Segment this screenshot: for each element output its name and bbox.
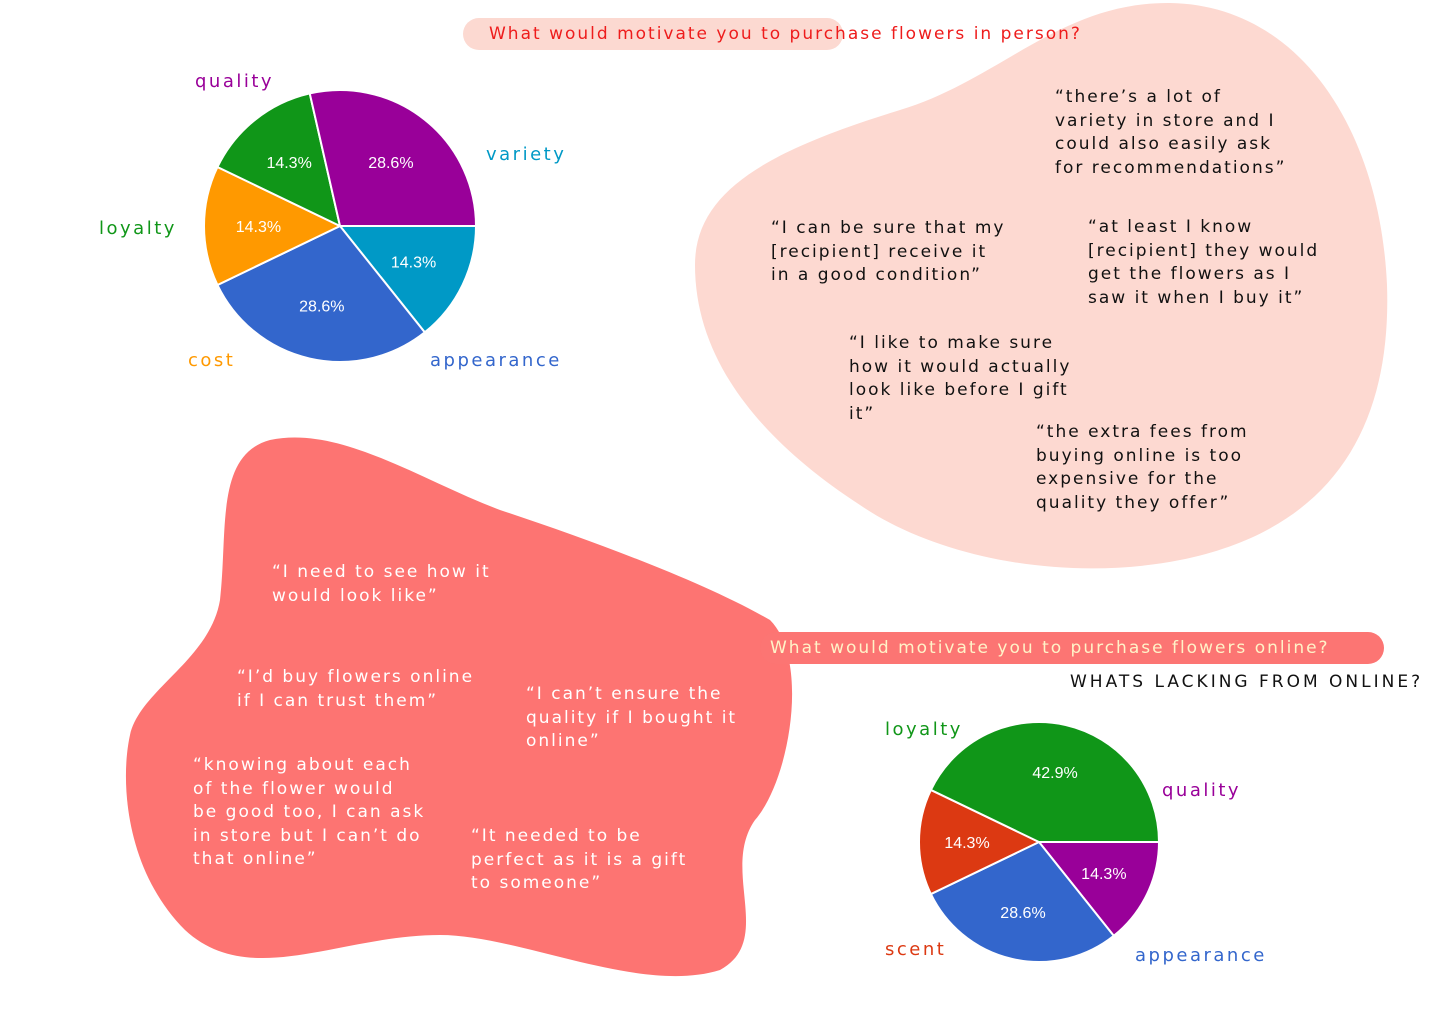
online-lacking-pie-chart: 14.3% 28.6% 14.3% 42.9% bbox=[917, 720, 1161, 964]
pie1-slice-label-appearance: 28.6% bbox=[299, 299, 344, 316]
pie1-slice-cost bbox=[203, 165, 343, 287]
quote-look-before-gift: “I like to make sure how it would actual… bbox=[849, 333, 1072, 424]
pie1-slice-label-cost: 14.3% bbox=[236, 219, 281, 236]
quote-as-i-saw-it: “at least I know [recipient] they would … bbox=[1088, 217, 1320, 308]
quote-see-how-it-looks: “I need to see how it would look like” bbox=[272, 562, 491, 606]
pie2-slice-quality bbox=[1036, 841, 1161, 938]
pie2-legend-appearance: appearance bbox=[1135, 945, 1267, 966]
pie2-legend-quality: quality bbox=[1162, 780, 1242, 801]
online-question-heading: What would motivate you to purchase flow… bbox=[760, 632, 1384, 664]
pie2-slice-scent bbox=[917, 788, 1042, 896]
pie1-legend-loyalty: loyalty bbox=[99, 218, 177, 239]
lacking-from-online-heading: WHATS LACKING FROM ONLINE? bbox=[1070, 672, 1424, 692]
quote-knowing-flowers: “knowing about each of the flower would … bbox=[193, 755, 426, 869]
pie2-slice-loyalty bbox=[929, 720, 1161, 843]
quote-trust-them: “I’d buy flowers online if I can trust t… bbox=[237, 667, 475, 711]
pie2-slice-label-appearance: 28.6% bbox=[1000, 905, 1045, 922]
pie2-slice-label-quality: 14.3% bbox=[1081, 866, 1126, 883]
pie1-slice-loyalty bbox=[216, 92, 342, 228]
pie1-legend-quality: quality bbox=[195, 71, 275, 92]
pie1-slice-label-variety: 14.3% bbox=[391, 254, 436, 271]
in-person-motivation-pie-chart: 14.3% 28.6% 14.3% 14.3% 28.6% bbox=[203, 89, 478, 363]
quote-perfect-gift: “It needed to be perfect as it is a gift… bbox=[471, 826, 688, 893]
pie1-slice-variety bbox=[337, 225, 478, 334]
pie1-legend-cost: cost bbox=[188, 350, 236, 371]
pie1-legend-variety: variety bbox=[486, 144, 567, 165]
quote-good-condition: “I can be sure that my [recipient] recei… bbox=[771, 218, 1006, 285]
online-quotes-blob bbox=[125, 437, 793, 977]
in-person-quotes-blob bbox=[695, 2, 1388, 569]
pie1-slice-appearance bbox=[216, 224, 427, 363]
pie2-slice-label-loyalty: 42.9% bbox=[1032, 765, 1077, 782]
pie2-slice-label-scent: 14.3% bbox=[944, 835, 989, 852]
pie1-legend-appearance: appearance bbox=[430, 350, 562, 371]
pie1-slice-label-quality: 28.6% bbox=[368, 155, 413, 172]
pie1-slice-label-loyalty: 14.3% bbox=[266, 155, 311, 172]
quote-extra-fees: “the extra fees from buying online is to… bbox=[1036, 422, 1249, 513]
pie1-slice-quality bbox=[308, 89, 478, 227]
quote-ensure-quality: “I can’t ensure the quality if I bought … bbox=[526, 684, 738, 751]
quote-variety: “there’s a lot of variety in store and I… bbox=[1055, 87, 1287, 178]
pie2-legend-loyalty: loyalty bbox=[885, 719, 963, 740]
pie2-legend-scent: scent bbox=[885, 939, 947, 960]
pie2-slice-appearance bbox=[929, 840, 1116, 964]
in-person-question-heading: What would motivate you to purchase flow… bbox=[463, 18, 1080, 50]
